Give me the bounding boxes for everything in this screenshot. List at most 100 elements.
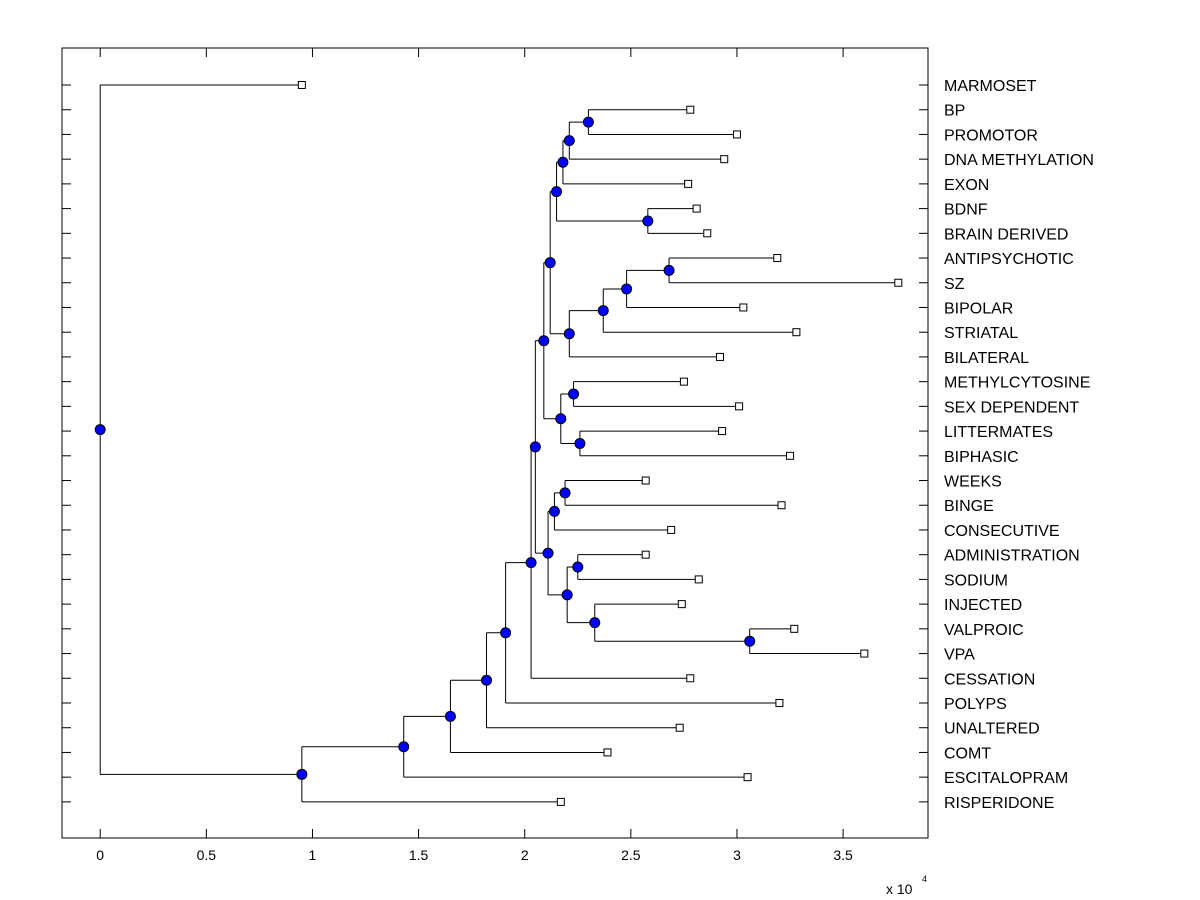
leaf-marker bbox=[556, 797, 565, 806]
leaf-marker bbox=[743, 773, 752, 782]
node-marker bbox=[296, 768, 308, 780]
leaf-label: ANTIPSYCHOTIC bbox=[944, 251, 1074, 268]
leaf-label: MARMOSET bbox=[944, 78, 1037, 95]
axis-ticks bbox=[62, 84, 928, 803]
x-tick-label: 2 bbox=[521, 847, 529, 863]
node-marker bbox=[555, 413, 567, 425]
x-axis: 0 0.5 1 1.5 2 2.5 3 3.5 bbox=[96, 48, 853, 863]
node-marker bbox=[663, 264, 675, 276]
leaf-label: BILATERAL bbox=[944, 350, 1029, 367]
leaf-marker bbox=[739, 303, 748, 312]
node-marker bbox=[542, 547, 554, 559]
leaf-label: BDNF bbox=[944, 202, 988, 219]
leaf-marker bbox=[603, 748, 612, 757]
node-marker bbox=[574, 437, 586, 449]
x-tick-label: 0.5 bbox=[197, 847, 217, 863]
node-marker bbox=[538, 335, 550, 347]
leaf-label: METHYLCYTOSINE bbox=[944, 375, 1090, 392]
node-marker bbox=[744, 635, 756, 647]
leaf-marker bbox=[677, 600, 686, 609]
node-marker bbox=[529, 441, 541, 453]
leaf-marker bbox=[297, 81, 306, 89]
leaf-label: COMT bbox=[944, 745, 991, 762]
leaf-marker bbox=[773, 254, 782, 263]
node-marker bbox=[481, 674, 493, 686]
leaf-marker bbox=[735, 402, 744, 411]
leaf-marker bbox=[703, 229, 712, 238]
leaf-marker bbox=[720, 155, 729, 164]
leaf-marker bbox=[686, 674, 695, 683]
leaf-marker bbox=[686, 105, 695, 114]
leaf-marker bbox=[775, 699, 784, 707]
leaf-marker bbox=[715, 352, 724, 361]
leaf-marker bbox=[641, 476, 650, 485]
leaf-label: ESCITALOPRAM bbox=[944, 770, 1068, 787]
leaf-label: RISPERIDONE bbox=[944, 795, 1054, 812]
leaf-marker bbox=[694, 575, 703, 584]
leaf-label: CESSATION bbox=[944, 671, 1035, 688]
leaf-marker bbox=[667, 525, 676, 534]
leaf-label: BP bbox=[944, 103, 965, 120]
leaf-marker bbox=[786, 451, 795, 460]
node-marker bbox=[557, 156, 569, 168]
leaf-label: SEX DEPENDENT bbox=[944, 399, 1079, 416]
node-marker bbox=[559, 487, 571, 499]
leaf-marker bbox=[641, 550, 650, 559]
leaf-label: CONSECUTIVE bbox=[944, 523, 1060, 540]
leaf-marker bbox=[777, 501, 786, 510]
leaf-label: PROMOTOR bbox=[944, 127, 1038, 144]
x-scale-label: x 10 bbox=[886, 881, 913, 897]
x-tick-label: 3.5 bbox=[833, 847, 853, 863]
x-tick-label: 1.5 bbox=[409, 847, 429, 863]
leaf-label: SZ bbox=[944, 276, 965, 293]
leaf-label: INJECTED bbox=[944, 597, 1022, 614]
node-marker bbox=[572, 561, 584, 573]
leaf-label: SODIUM bbox=[944, 572, 1008, 589]
leaf-label: ADMINISTRATION bbox=[944, 548, 1080, 565]
node-marker bbox=[563, 135, 575, 147]
node-marker bbox=[398, 741, 410, 753]
node-marker bbox=[548, 505, 560, 517]
node-marker bbox=[551, 186, 563, 198]
dendrogram-markers bbox=[94, 81, 903, 806]
leaf-marker bbox=[860, 649, 869, 658]
node-marker bbox=[642, 215, 654, 227]
node-marker bbox=[621, 283, 633, 295]
x-scale-exponent: 4 bbox=[922, 874, 927, 884]
node-marker bbox=[94, 424, 106, 436]
leaf-label: BRAIN DERIVED bbox=[944, 226, 1068, 243]
leaf-label: LITTERMATES bbox=[944, 424, 1053, 441]
leaf-labels: MARMOSET BP PROMOTOR DNA METHYLATION EXON BDN… bbox=[944, 78, 1094, 812]
leaf-label: WEEKS bbox=[944, 474, 1002, 491]
leaf-label: POLYPS bbox=[944, 696, 1007, 713]
node-marker bbox=[544, 257, 556, 269]
node-marker bbox=[597, 305, 609, 317]
leaf-marker bbox=[692, 204, 701, 213]
leaf-label: BIPOLAR bbox=[944, 300, 1013, 317]
leaf-label: VPA bbox=[944, 647, 975, 664]
leaf-marker bbox=[790, 624, 799, 633]
leaf-marker bbox=[792, 328, 801, 337]
leaf-marker bbox=[718, 427, 727, 436]
leaf-label: BIPHASIC bbox=[944, 449, 1019, 466]
node-marker bbox=[582, 116, 594, 128]
leaf-marker bbox=[675, 723, 684, 732]
node-marker bbox=[525, 557, 537, 569]
leaf-marker bbox=[732, 130, 741, 139]
leaf-marker bbox=[684, 179, 693, 188]
node-marker bbox=[561, 589, 573, 601]
leaf-label: BINGE bbox=[944, 498, 994, 515]
x-tick-label: 0 bbox=[96, 847, 104, 863]
x-tick-label: 1 bbox=[309, 847, 317, 863]
leaf-label: EXON bbox=[944, 177, 989, 194]
leaf-label: VALPROIC bbox=[944, 622, 1024, 639]
plot-frame bbox=[61, 47, 929, 839]
leaf-label: UNALTERED bbox=[944, 721, 1040, 738]
x-tick-label: 2.5 bbox=[621, 847, 641, 863]
leaf-marker bbox=[894, 278, 903, 287]
node-marker bbox=[589, 617, 601, 629]
leaf-label: DNA METHYLATION bbox=[944, 152, 1094, 169]
x-tick-label: 3 bbox=[733, 847, 741, 863]
node-marker bbox=[563, 328, 575, 340]
dendrogram-links bbox=[99, 84, 899, 803]
